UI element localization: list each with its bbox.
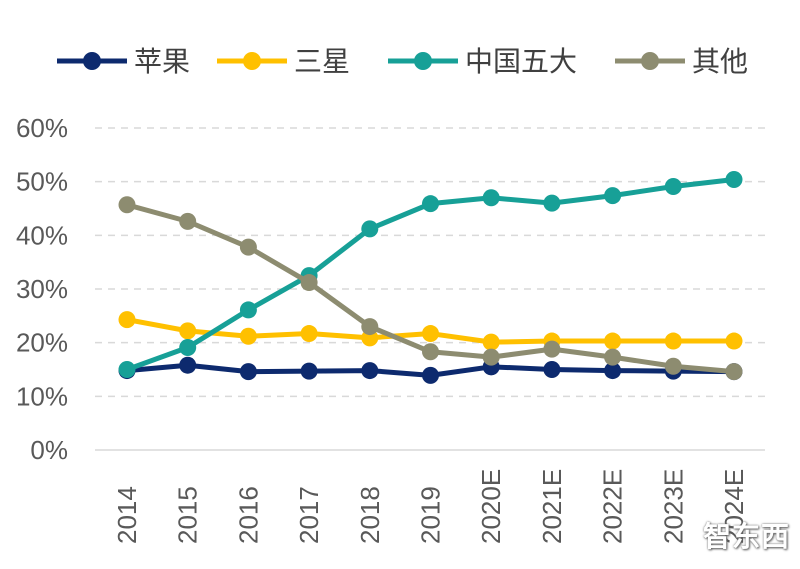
data-point [179,212,197,230]
data-point [604,187,622,205]
data-point [361,362,379,380]
data-point [482,348,500,366]
y-tick-label: 40% [16,220,68,250]
data-point [482,333,500,351]
y-tick-label: 50% [16,167,68,197]
data-point [422,195,439,213]
legend: 苹果 三星 中国五大 其他 [57,45,748,78]
data-point [179,338,197,356]
legend-label: 苹果 [134,45,190,78]
data-point [604,332,622,350]
data-point [664,177,682,195]
data-point [239,327,257,345]
watermark-logo: 智东西 [702,520,790,553]
series-layer [118,171,743,384]
x-tick-label: 2020E [476,469,506,544]
data-point [664,332,682,350]
data-point [239,238,257,256]
y-tick-label: 0% [30,435,68,465]
x-tick-label: 2014 [112,486,142,544]
data-point [725,363,743,381]
data-point [604,348,622,366]
data-point [543,340,561,358]
legend-label: 三星 [294,45,350,78]
data-point [361,318,379,336]
data-point [422,325,439,343]
data-point [604,362,622,380]
y-axis: 0% 10% 20% 30% 40% 50% 60% [16,113,68,465]
data-point [118,311,136,329]
legend-marker [641,52,659,70]
data-point [664,357,682,375]
data-point [543,194,561,212]
x-tick-label: 2019 [416,486,446,544]
y-tick-label: 20% [16,328,68,358]
data-point [543,361,561,378]
data-point [239,363,257,381]
y-tick-label: 10% [16,381,68,411]
legend-marker [83,52,101,70]
legend-label: 其他 [692,45,748,78]
legend-marker [243,52,261,70]
x-tick-label: 2017 [294,486,324,544]
data-point [361,220,379,238]
x-tick-label: 2015 [173,486,203,544]
data-point [118,361,136,378]
data-point [300,362,318,380]
data-point [118,196,136,214]
x-tick-label: 2018 [355,486,385,544]
data-point [300,325,318,343]
data-point [725,332,743,350]
data-point [300,274,318,292]
x-axis: 2014 2015 2016 2017 2018 2019 2020E 2021E 2022E 2… [112,469,749,544]
y-tick-label: 60% [16,113,68,143]
x-tick-label: 2016 [233,486,263,544]
data-point [422,343,439,361]
data-point [179,356,197,374]
data-point [482,189,500,207]
data-point [422,366,439,384]
grid-lines [95,127,765,451]
y-tick-label: 30% [16,274,68,304]
data-point [239,301,257,319]
x-tick-label: 2024E [719,469,749,544]
x-tick-label: 2023E [658,469,688,544]
legend-label: 中国五大 [465,45,577,78]
legend-marker [414,52,432,70]
data-point [725,171,743,189]
x-tick-label: 2021E [537,469,567,544]
data-point [179,322,197,340]
x-tick-label: 2022E [598,469,628,544]
